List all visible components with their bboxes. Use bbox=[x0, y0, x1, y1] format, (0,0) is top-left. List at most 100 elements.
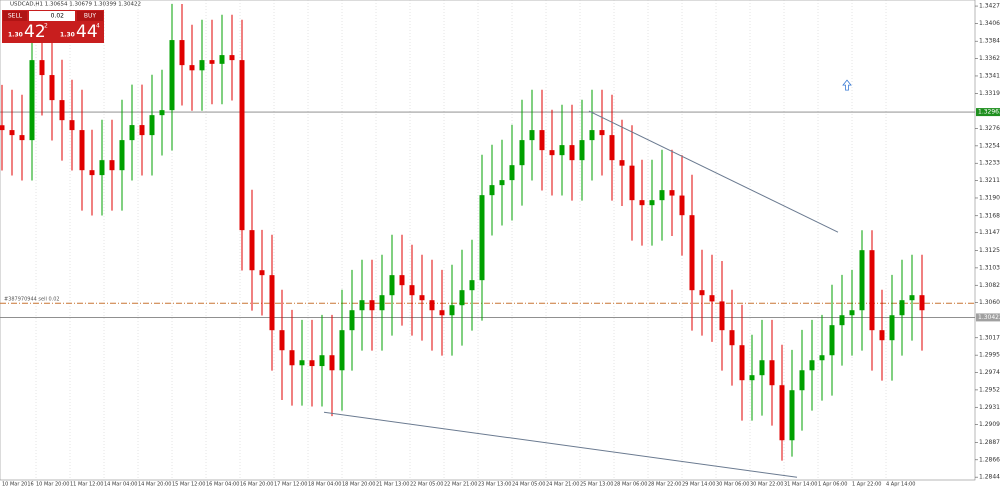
candle-body bbox=[69, 120, 75, 131]
x-tick-label: 10 Mar 2016 bbox=[2, 482, 34, 488]
candle-body bbox=[109, 160, 115, 171]
y-tick-label: 1.32115 bbox=[979, 177, 1000, 184]
candle-body bbox=[769, 360, 775, 386]
x-tick-label: 1 Apr 06:00 bbox=[818, 482, 847, 488]
candle-body bbox=[919, 295, 925, 311]
candle-body bbox=[759, 360, 765, 376]
candle-body bbox=[719, 301, 725, 331]
lot-value: 0.02 bbox=[51, 13, 65, 20]
candle-body bbox=[289, 350, 295, 366]
candle-body bbox=[569, 145, 575, 161]
buy-button[interactable] bbox=[77, 11, 103, 21]
candle-body bbox=[889, 315, 895, 341]
candle-body bbox=[79, 130, 85, 171]
candle-body bbox=[239, 60, 245, 231]
candle-body bbox=[549, 150, 555, 156]
candle-body bbox=[219, 55, 225, 64]
x-tick-label: 11 Mar 12:00 bbox=[70, 482, 103, 488]
candle-body bbox=[509, 165, 515, 181]
candle-body bbox=[629, 165, 635, 201]
x-tick-label: 16 Mar 20:00 bbox=[240, 482, 273, 488]
y-tick-label: 1.33625 bbox=[979, 55, 1000, 62]
candle-body bbox=[419, 295, 425, 301]
y-tick-label: 1.29095 bbox=[979, 421, 1000, 428]
x-tick-label: 31 Mar 14:00 bbox=[784, 482, 817, 488]
candle-body bbox=[469, 280, 475, 291]
x-tick-label: 29 Mar 14:00 bbox=[682, 482, 715, 488]
candle-body bbox=[859, 250, 865, 311]
candle-body bbox=[489, 185, 495, 196]
x-tick-label: 24 Mar 05:00 bbox=[512, 482, 545, 488]
candle-body bbox=[749, 375, 755, 381]
y-tick-label: 1.32545 bbox=[979, 142, 1000, 149]
candle-body bbox=[229, 55, 235, 61]
price-label: 1.32963 bbox=[978, 109, 1000, 116]
chart-title: USDCAD,H1 1.30654 1.30679 1.30399 1.3042… bbox=[10, 2, 141, 8]
candle-body bbox=[679, 195, 685, 216]
candle-body bbox=[119, 140, 125, 171]
candle-body bbox=[379, 295, 385, 311]
y-tick-label: 1.28445 bbox=[979, 474, 1000, 481]
candle-body bbox=[529, 130, 535, 141]
candle-body bbox=[439, 310, 445, 316]
sell-button[interactable] bbox=[3, 11, 27, 21]
candle-body bbox=[409, 285, 415, 296]
candle-body bbox=[559, 145, 565, 156]
y-tick-label: 1.30820 bbox=[979, 282, 1000, 289]
arrow-up bbox=[842, 79, 852, 91]
y-tick-label: 1.31035 bbox=[979, 264, 1000, 271]
candle-body bbox=[809, 360, 815, 371]
price-label-bg bbox=[976, 108, 1000, 117]
candle-body bbox=[709, 295, 715, 302]
candle-body bbox=[249, 230, 255, 271]
price-label-bg bbox=[976, 313, 1000, 322]
candle-body bbox=[369, 300, 375, 311]
candle-body bbox=[0, 125, 5, 131]
candle-body bbox=[839, 315, 845, 326]
candle-body bbox=[339, 330, 345, 371]
candle-body bbox=[19, 135, 25, 141]
x-tick-label: 24 Mar 21:00 bbox=[546, 482, 579, 488]
y-tick-label: 1.29740 bbox=[979, 369, 1000, 376]
lot-input[interactable] bbox=[29, 11, 75, 21]
candle-body bbox=[259, 270, 265, 276]
y-tick-label: 1.28660 bbox=[979, 456, 1000, 463]
y-tick-label: 1.29955 bbox=[979, 352, 1000, 359]
candle-body bbox=[39, 60, 45, 76]
candle-body bbox=[189, 65, 195, 71]
candle-body bbox=[669, 190, 675, 196]
x-tick-label: 14 Mar 20:00 bbox=[138, 482, 171, 488]
x-tick-label: 22 Mar 05:00 bbox=[410, 482, 443, 488]
candle-body bbox=[29, 60, 35, 141]
candle-body bbox=[829, 325, 835, 356]
x-tick-label: 4 Apr 14:00 bbox=[886, 482, 915, 488]
candle-body bbox=[449, 305, 455, 316]
y-tick-label: 1.29525 bbox=[979, 386, 1000, 393]
candle-body bbox=[699, 290, 705, 296]
y-tick-label: 1.31900 bbox=[979, 194, 1000, 201]
candle-body bbox=[459, 290, 465, 306]
x-tick-label: 28 Mar 22:00 bbox=[648, 482, 681, 488]
y-tick-label: 1.31680 bbox=[979, 212, 1000, 219]
y-tick-label: 1.32760 bbox=[979, 125, 1000, 132]
candle-body bbox=[269, 275, 275, 331]
y-tick-label: 1.31250 bbox=[979, 247, 1000, 254]
sell-fraction: 2 bbox=[44, 23, 48, 30]
candle-body bbox=[869, 250, 875, 331]
candle-body bbox=[279, 330, 285, 351]
candle-body bbox=[9, 130, 15, 136]
candle-body bbox=[909, 295, 915, 301]
candle-body bbox=[59, 100, 65, 121]
x-tick-label: 25 Mar 13:00 bbox=[580, 482, 613, 488]
candle-body bbox=[89, 170, 95, 176]
price-label: 1.30422 bbox=[978, 314, 1000, 321]
candle-body bbox=[499, 180, 505, 186]
candle-body bbox=[619, 160, 625, 166]
buy-pips: 44 bbox=[76, 22, 98, 42]
candle-body bbox=[129, 125, 135, 141]
x-tick-label: 1 Apr 22:00 bbox=[852, 482, 881, 488]
x-tick-label: 21 Mar 13:00 bbox=[376, 482, 409, 488]
candle-body bbox=[199, 60, 205, 71]
